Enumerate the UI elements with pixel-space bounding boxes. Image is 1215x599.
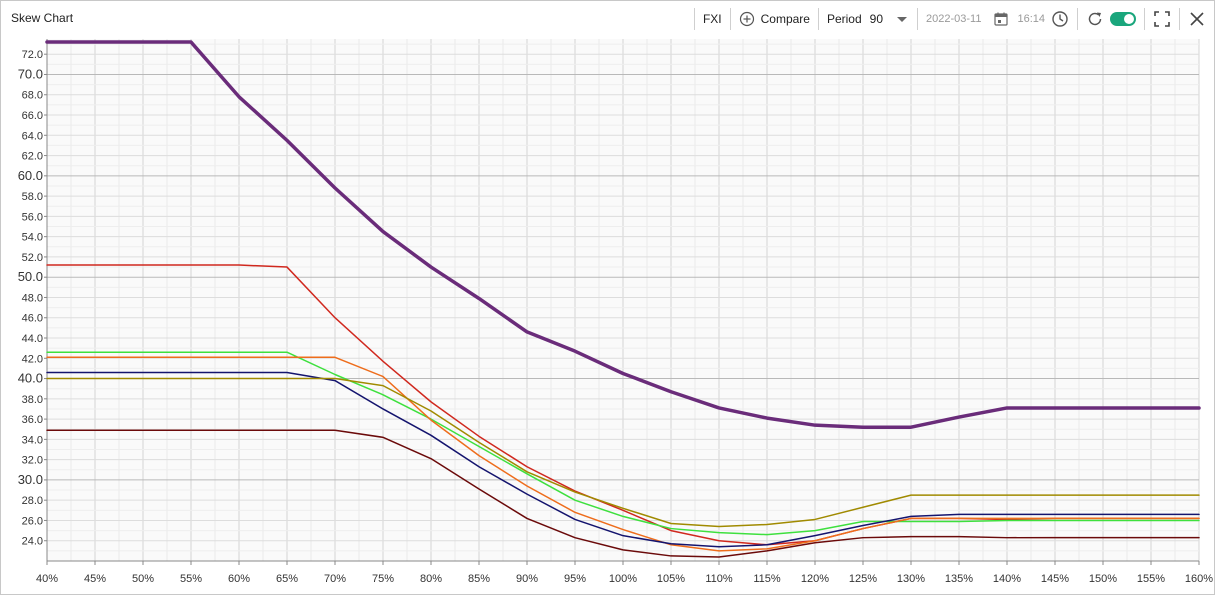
divider bbox=[917, 8, 919, 30]
y-tick-label: 32.0 bbox=[22, 455, 43, 467]
x-tick-label: 135% bbox=[945, 573, 973, 585]
skew-chart: 24.0 26.0 28.0 30.0 32.0 34.0 36.0 38.0 40.0 42.0… bbox=[18, 39, 1213, 585]
compare-button[interactable]: Compare bbox=[739, 11, 810, 27]
divider bbox=[1179, 8, 1180, 30]
y-tick-label: 60.0 bbox=[18, 168, 43, 183]
y-tick-label: 52.0 bbox=[22, 252, 43, 264]
period-label: Period bbox=[826, 12, 862, 26]
series-line-1 bbox=[46, 264, 1200, 546]
y-tick-label: 36.0 bbox=[22, 414, 43, 426]
y-tick-label: 24.0 bbox=[22, 536, 43, 548]
y-tick-label: 28.0 bbox=[22, 495, 43, 507]
x-tick-label: 65% bbox=[276, 573, 298, 585]
close-icon[interactable] bbox=[1188, 10, 1206, 28]
y-tick-label: 46.0 bbox=[22, 313, 43, 325]
fullscreen-icon[interactable] bbox=[1153, 10, 1171, 28]
period-dropdown[interactable]: Period 90 bbox=[827, 12, 909, 26]
dropdown-arrow-icon bbox=[897, 17, 908, 22]
x-tick-label: 140% bbox=[993, 573, 1021, 585]
x-tick-label: 70% bbox=[324, 573, 346, 585]
chart-area: 24.0 26.0 28.0 30.0 32.0 34.0 36.0 38.0 40.0 42.0… bbox=[1, 39, 1214, 594]
x-tick-label: 125% bbox=[849, 573, 877, 585]
calendar-icon[interactable] bbox=[993, 11, 1009, 27]
x-tick-label: 120% bbox=[801, 573, 829, 585]
time-field[interactable]: 16:14 bbox=[1017, 13, 1045, 25]
series-line-2 bbox=[46, 351, 1200, 536]
compare-plus-icon bbox=[739, 11, 754, 27]
divider bbox=[729, 8, 731, 30]
x-tick-label: 110% bbox=[705, 573, 733, 585]
y-tick-label: 26.0 bbox=[22, 515, 43, 527]
x-tick-label: 155% bbox=[1137, 573, 1165, 585]
date-field[interactable]: 2022-03-11 bbox=[926, 13, 982, 25]
series-line-0 bbox=[45, 40, 1201, 429]
y-tick-label: 38.0 bbox=[22, 394, 43, 406]
x-tick-label: 75% bbox=[372, 573, 394, 585]
y-tick-label: 34.0 bbox=[22, 434, 43, 446]
x-tick-label: 90% bbox=[516, 573, 538, 585]
y-tick-label: 44.0 bbox=[22, 333, 43, 345]
y-tick-label: 54.0 bbox=[22, 232, 43, 244]
divider bbox=[817, 8, 819, 30]
x-tick-label: 80% bbox=[420, 573, 442, 585]
x-tick-label: 130% bbox=[897, 573, 925, 585]
series-line-4 bbox=[46, 371, 1200, 548]
y-tick-label: 40.0 bbox=[18, 371, 43, 386]
toolbar: FXI Compare Period 90 2022-03-11 bbox=[686, 5, 1206, 33]
y-tick-label: 68.0 bbox=[22, 90, 43, 102]
clock-icon[interactable] bbox=[1051, 10, 1069, 28]
x-tick-label: 85% bbox=[468, 573, 490, 585]
x-tick-label: 95% bbox=[564, 573, 586, 585]
window-header: Skew Chart FXI Compare Period 90 bbox=[1, 1, 1214, 37]
x-tick-label: 60% bbox=[228, 573, 250, 585]
x-tick-label: 45% bbox=[84, 573, 106, 585]
refresh-icon[interactable] bbox=[1086, 10, 1104, 28]
x-tick-label: 55% bbox=[180, 573, 202, 585]
x-tick-label: 40% bbox=[36, 573, 58, 585]
series-line-3 bbox=[46, 356, 1200, 552]
x-tick-label: 145% bbox=[1041, 573, 1069, 585]
x-tick-label: 100% bbox=[609, 573, 637, 585]
x-tick-label: 105% bbox=[657, 573, 685, 585]
y-tick-label: 66.0 bbox=[22, 110, 43, 122]
y-tick-label: 42.0 bbox=[22, 353, 43, 365]
x-tick-label: 115% bbox=[753, 573, 781, 585]
divider bbox=[1144, 8, 1145, 30]
window-title: Skew Chart bbox=[11, 11, 74, 25]
divider bbox=[693, 8, 695, 30]
symbol-selector[interactable]: FXI bbox=[702, 12, 722, 26]
y-tick-label: 56.0 bbox=[22, 211, 43, 223]
series-line-6 bbox=[46, 429, 1200, 558]
x-tick-label: 150% bbox=[1089, 573, 1117, 585]
series-line-5 bbox=[46, 377, 1200, 528]
y-tick-label: 50.0 bbox=[18, 269, 43, 284]
x-tick-label: 50% bbox=[132, 573, 154, 585]
live-toggle[interactable] bbox=[1110, 12, 1136, 26]
period-value: 90 bbox=[869, 12, 884, 26]
y-tick-label: 30.0 bbox=[18, 472, 43, 487]
y-tick-label: 48.0 bbox=[22, 292, 43, 304]
y-tick-label: 58.0 bbox=[22, 191, 43, 203]
y-tick-label: 72.0 bbox=[22, 49, 43, 61]
divider bbox=[1077, 8, 1078, 30]
y-tick-label: 70.0 bbox=[18, 66, 43, 81]
y-tick-label: 62.0 bbox=[22, 151, 43, 163]
y-tick-label: 64.0 bbox=[22, 130, 43, 142]
x-tick-label: 160% bbox=[1185, 573, 1213, 585]
compare-label: Compare bbox=[760, 12, 810, 26]
